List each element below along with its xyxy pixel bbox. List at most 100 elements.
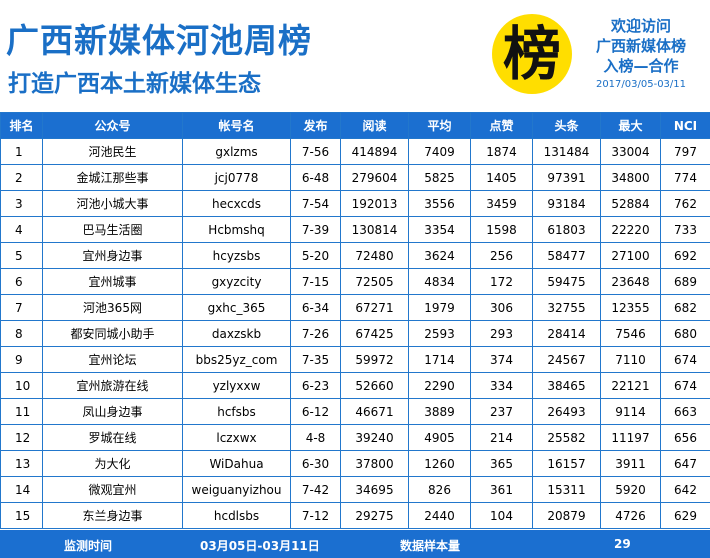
- cell-account: 为大化: [42, 450, 183, 477]
- cell-account-id: Hcbmshq: [182, 216, 291, 243]
- cell-publish: 6-34: [290, 294, 341, 321]
- cell-max: 12355: [600, 294, 661, 321]
- cell-reads: 72505: [340, 268, 409, 295]
- cell-likes: 374: [470, 346, 533, 373]
- col-header-nci: NCI: [660, 112, 710, 139]
- cell-max: 9114: [600, 398, 661, 425]
- col-header-max: 最大: [600, 112, 661, 139]
- cell-rank: 3: [0, 190, 43, 217]
- cell-publish: 7-26: [290, 320, 341, 347]
- cell-average: 3624: [408, 242, 471, 269]
- cell-likes: 1598: [470, 216, 533, 243]
- cell-account: 河池365网: [42, 294, 183, 321]
- cell-likes: 172: [470, 268, 533, 295]
- cell-likes: 214: [470, 424, 533, 451]
- cell-average: 826: [408, 476, 471, 503]
- period-label: 监测时间: [64, 539, 113, 553]
- cell-average: 4905: [408, 424, 471, 451]
- cell-rank: 1: [0, 138, 43, 165]
- cell-publish: 7-15: [290, 268, 341, 295]
- cell-average: 2290: [408, 372, 471, 399]
- page-subtitle: 打造广西本土新媒体生态: [8, 71, 261, 97]
- badge-char: 榜: [502, 20, 561, 88]
- cell-account: 罗城在线: [42, 424, 183, 451]
- cell-account-id: hecxcds: [182, 190, 291, 217]
- cell-average: 2440: [408, 502, 471, 529]
- cell-headline: 97391: [532, 164, 601, 191]
- table-row: 12 罗城在线 lczxwx 4-8 39240 4905 214 25582 11197 656: [0, 424, 710, 451]
- cell-nci: 680: [660, 320, 710, 347]
- cell-likes: 361: [470, 476, 533, 503]
- cell-account-id: hcdlsbs: [182, 502, 291, 529]
- cell-publish: 6-48: [290, 164, 341, 191]
- col-header-likes: 点赞: [470, 112, 533, 139]
- footer-bar: 监测时间 03月05日-03月11日 数据样本量 29: [0, 530, 710, 558]
- cell-nci: 692: [660, 242, 710, 269]
- col-header-account: 公众号: [42, 112, 183, 139]
- cell-account-id: lczxwx: [182, 424, 291, 451]
- table-row: 5 宜州身边事 hcyzsbs 5-20 72480 3624 256 58477 27100 6…: [0, 242, 710, 269]
- cell-average: 1260: [408, 450, 471, 477]
- cell-account-id: hcfsbs: [182, 398, 291, 425]
- table-row: 9 宜州论坛 bbs25yz_com 7-35 59972 1714 374 24567 711…: [0, 346, 710, 373]
- table-row: 6 宜州城事 gxyzcity 7-15 72505 4834 172 59475 23648 6…: [0, 268, 710, 295]
- cell-publish: 7-35: [290, 346, 341, 373]
- cell-account-id: gxhc_365: [182, 294, 291, 321]
- cell-average: 2593: [408, 320, 471, 347]
- cell-max: 11197: [600, 424, 661, 451]
- cell-account: 宜州身边事: [42, 242, 183, 269]
- cell-headline: 59475: [532, 268, 601, 295]
- cell-account-id: gxyzcity: [182, 268, 291, 295]
- cell-reads: 67425: [340, 320, 409, 347]
- cell-reads: 414894: [340, 138, 409, 165]
- cell-publish: 7-54: [290, 190, 341, 217]
- cell-account-id: bbs25yz_com: [182, 346, 291, 373]
- cell-nci: 674: [660, 372, 710, 399]
- cell-account: 东兰身边事: [42, 502, 183, 529]
- cell-account-id: jcj0778: [182, 164, 291, 191]
- cell-rank: 11: [0, 398, 43, 425]
- cell-account-id: gxlzms: [182, 138, 291, 165]
- header: 广西新媒体河池周榜 打造广西本土新媒体生态 榜 欢迎访问 广西新媒体榜 入榜—合…: [0, 0, 710, 112]
- side-info: 欢迎访问 广西新媒体榜 入榜—合作 2017/03/05-03/11: [572, 12, 710, 94]
- brand-text: 广西新媒体榜: [595, 37, 686, 55]
- cell-headline: 28414: [532, 320, 601, 347]
- cell-account-id: weiguanyizhou: [182, 476, 291, 503]
- table-row: 2 金城江那些事 jcj0778 6-48 279604 5825 1405 97391 348…: [0, 164, 710, 191]
- cell-max: 5920: [600, 476, 661, 503]
- cell-rank: 9: [0, 346, 43, 373]
- cell-max: 23648: [600, 268, 661, 295]
- rank-badge-icon: 榜: [492, 14, 572, 94]
- cell-account: 宜州旅游在线: [42, 372, 183, 399]
- cell-headline: 20879: [532, 502, 601, 529]
- cell-headline: 131484: [532, 138, 601, 165]
- sample-label: 数据样本量: [400, 539, 461, 553]
- cell-account-id: yzlyxxw: [182, 372, 291, 399]
- join-text: 入榜—合作: [603, 57, 679, 75]
- cell-reads: 130814: [340, 216, 409, 243]
- cell-average: 3556: [408, 190, 471, 217]
- table-header-row: 排名 公众号 帐号名 发布 阅读 平均 点赞 头条 最大 NCI: [0, 112, 710, 139]
- cell-account: 宜州城事: [42, 268, 183, 295]
- cell-headline: 16157: [532, 450, 601, 477]
- cell-reads: 46671: [340, 398, 409, 425]
- cell-headline: 61803: [532, 216, 601, 243]
- cell-rank: 2: [0, 164, 43, 191]
- col-header-average: 平均: [408, 112, 471, 139]
- cell-max: 52884: [600, 190, 661, 217]
- cell-max: 22220: [600, 216, 661, 243]
- cell-rank: 14: [0, 476, 43, 503]
- cell-headline: 15311: [532, 476, 601, 503]
- cell-average: 5825: [408, 164, 471, 191]
- page-title: 广西新媒体河池周榜: [6, 21, 312, 60]
- cell-reads: 67271: [340, 294, 409, 321]
- table-row: 8 都安同城小助手 daxzskb 7-26 67425 2593 293 28414 7546…: [0, 320, 710, 347]
- cell-likes: 306: [470, 294, 533, 321]
- cell-rank: 7: [0, 294, 43, 321]
- cell-account-id: hcyzsbs: [182, 242, 291, 269]
- cell-reads: 37800: [340, 450, 409, 477]
- cell-account: 河池小城大事: [42, 190, 183, 217]
- cell-nci: 733: [660, 216, 710, 243]
- cell-nci: 629: [660, 502, 710, 529]
- period-value: 03月05日-03月11日: [200, 539, 320, 553]
